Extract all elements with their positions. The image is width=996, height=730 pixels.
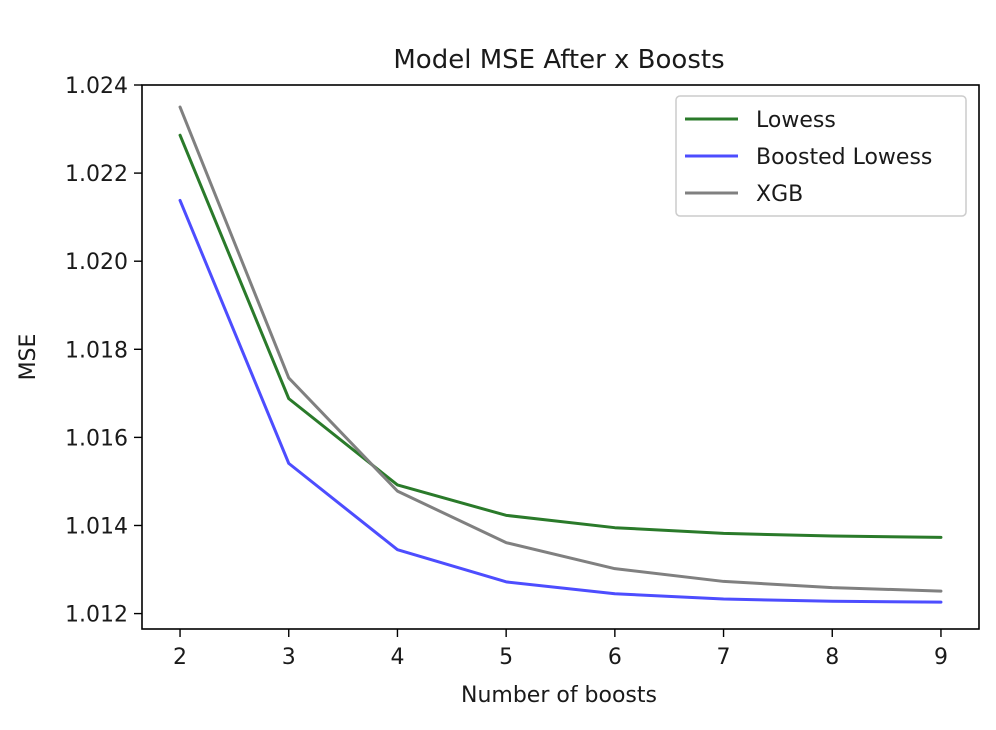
legend-box [675,95,967,217]
y-tick-label: 1.016 [65,426,128,451]
series-line-xgb [178,105,943,593]
x-tick-label: 4 [390,645,404,670]
y-tick-label: 1.014 [65,514,128,539]
y-tick-label: 1.020 [65,250,128,275]
x-axis: 2 3 4 5 6 7 8 9 [173,629,948,670]
series-line-lowess [178,133,943,539]
x-tick-label: 8 [825,645,839,670]
x-tick-label: 9 [934,645,948,670]
legend-label: Lowess [756,108,836,133]
plot-area [178,105,943,604]
y-tick-label: 1.022 [65,162,128,187]
series-line-boosted-lowess [178,198,943,604]
x-tick-label: 2 [173,645,187,670]
x-axis-label: Number of boosts [461,683,657,708]
y-tick-label: 1.012 [65,603,128,628]
y-axis: 1.012 1.014 1.016 1.018 1.020 1.022 1.024 [65,74,142,628]
x-tick-label: 6 [608,645,622,670]
x-tick-label: 5 [499,645,513,670]
legend-label: XGB [756,182,803,207]
legend: Lowess Boosted Lowess XGB [675,95,967,217]
x-tick-label: 3 [282,645,296,670]
axes-frame [141,84,980,630]
y-tick-label: 1.024 [65,74,128,99]
x-tick-label: 7 [717,645,731,670]
legend-label: Boosted Lowess [756,145,932,170]
y-tick-label: 1.018 [65,338,128,363]
y-axis-label: MSE [16,334,41,381]
chart-title: Model MSE After x Boosts [393,45,724,75]
